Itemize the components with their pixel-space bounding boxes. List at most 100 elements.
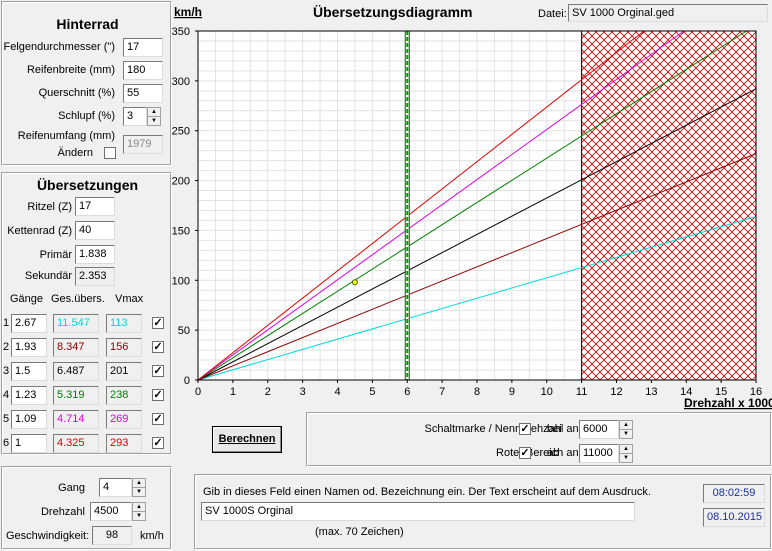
spin-down-icon[interactable]: ▼ [133,511,145,519]
schaltmarke-panel: Schaltmarke / Nenndrehzahl anzeigen ✓ be… [306,412,772,467]
note-input[interactable]: SV 1000S Orginal [201,502,635,521]
current-point-marker [351,279,358,286]
reifenbreite-input[interactable]: 180 [123,61,163,80]
uebersetzungen-title: Übersetzungen [36,177,139,193]
gear-visible-checkbox[interactable]: ✓ [152,413,164,425]
x-tick-label: 5 [369,386,375,398]
x-tick-label: 1 [230,386,236,398]
querschnitt-input[interactable]: 55 [123,84,163,103]
x-tick-label: 13 [645,386,657,398]
spin-up-icon[interactable]: ▲ [623,446,629,452]
primaer-label: Primär [39,249,72,261]
gear-ratio-input[interactable]: 1 [11,434,47,453]
x-tick-label: 12 [610,386,622,398]
reifenumfang-field: 1979 [123,135,163,154]
y-tick-label: 300 [172,76,190,88]
spin-up-icon[interactable]: ▲ [136,504,142,510]
x-tick-label: 9 [509,386,515,398]
x-tick-label: 14 [680,386,692,398]
col-gaenge-header: Gänge [10,293,44,305]
bei-input[interactable]: 6000 [579,420,619,439]
geschwindigkeit-label: Geschwindigkeit: [6,530,90,542]
primaer-input[interactable]: 1.838 [75,245,115,264]
gear-line-3 [197,88,757,381]
geschwindigkeit-unit: km/h [140,530,164,542]
spin-up-icon[interactable]: ▲ [623,422,629,428]
x-tick-label: 4 [334,386,340,398]
spin-up-icon[interactable]: ▲ [136,480,142,486]
gang-input[interactable]: 4 [99,478,132,497]
gear-total-ratio: 11.547 [53,314,99,333]
spin-down-icon[interactable]: ▼ [133,487,145,495]
gear-vmax: 269 [106,410,142,429]
gear-ratio-input[interactable]: 1.23 [11,386,47,405]
gear-vmax: 156 [106,338,142,357]
gear-line-2 [197,153,757,381]
kettenrad-label: Kettenrad (Z) [7,225,72,237]
roter-bereich-checkbox[interactable]: ✓ [519,447,531,459]
y-tick-label: 0 [184,375,190,387]
ritzel-input[interactable]: 17 [75,197,115,216]
spin-down-icon[interactable]: ▼ [148,116,160,124]
gear-line-6 [197,30,645,381]
bei-label: bei [547,423,562,435]
ab-input[interactable]: 11000 [579,444,619,463]
x-tick-label: 15 [715,386,727,398]
schlupf-input[interactable]: 3 [123,107,147,126]
uebersetzungen-panel: Übersetzungen Ritzel (Z) 17 Kettenrad (Z… [1,172,172,455]
clock-time: 08:02:59 [703,484,765,503]
y-tick-label: 50 [178,325,190,337]
gang-panel: Gang 4 ▲ ▼ Drehzahl 4500 ▲ ▼ Geschwindig… [1,466,172,550]
y-tick-label: 100 [172,275,190,287]
ab-spinner[interactable]: ▲ ▼ [619,444,633,463]
spin-down-icon[interactable]: ▼ [620,429,632,437]
gear-line-5 [197,30,685,381]
y-tick-label: 150 [172,225,190,237]
y-axis-label: km/h [174,5,202,19]
gear-line-4 [197,30,747,381]
gear-vmax: 293 [106,434,142,453]
bei-spinner[interactable]: ▲ ▼ [619,420,633,439]
gear-total-ratio: 6.487 [53,362,99,381]
gear-ratio-input[interactable]: 1.93 [11,338,47,357]
gear-visible-checkbox[interactable]: ✓ [152,317,164,329]
gear-ratio-input[interactable]: 1.5 [11,362,47,381]
aendern-checkbox[interactable] [104,147,116,159]
felgendurchmesser-input[interactable]: 17 [123,38,163,57]
ritzel-label: Ritzel (Z) [27,201,72,213]
diagram-title: Übersetzungsdiagramm [313,4,473,20]
gang-spinner[interactable]: ▲ ▼ [132,478,146,497]
x-tick-label: 11 [576,386,587,398]
datei-field: SV 1000 Orginal.ged [568,4,768,22]
gear-visible-checkbox[interactable]: ✓ [152,389,164,401]
drehzahl-spinner[interactable]: ▲ ▼ [132,502,146,521]
x-tick-label: 2 [265,386,271,398]
y-tick-label: 350 [172,26,190,38]
spin-up-icon[interactable]: ▲ [151,109,157,115]
x-tick-label: 8 [474,386,480,398]
gear-ratio-input[interactable]: 2.67 [11,314,47,333]
gear-number: 1 [3,317,10,329]
geschwindigkeit-field: 98 [92,526,132,545]
gear-visible-checkbox[interactable]: ✓ [152,341,164,353]
gear-vmax: 238 [106,386,142,405]
gear-total-ratio: 8.347 [53,338,99,357]
drehzahl-input[interactable]: 4500 [90,502,132,521]
red-zone [581,30,757,381]
gear-ratio-input[interactable]: 1.09 [11,410,47,429]
x-axis-label: Drehzahl x 1000 [684,396,772,410]
berechnen-button[interactable]: Berechnen [212,426,282,453]
spin-down-icon[interactable]: ▼ [620,453,632,461]
kettenrad-input[interactable]: 40 [75,221,115,240]
gear-visible-checkbox[interactable]: ✓ [152,365,164,377]
sekundaer-label: Sekundär [24,270,72,282]
gear-number: 2 [3,341,10,353]
querschnitt-label: Querschnitt (%) [38,87,115,99]
schlupf-spinner[interactable]: ▲ ▼ [147,107,161,126]
x-tick-label: 0 [195,386,201,398]
gang-label: Gang [58,482,85,494]
gear-visible-checkbox[interactable]: ✓ [152,437,164,449]
x-tick-label: 16 [750,386,762,398]
reifenbreite-label: Reifenbreite (mm) [26,64,115,76]
schaltmarke-checkbox[interactable]: ✓ [519,423,531,435]
